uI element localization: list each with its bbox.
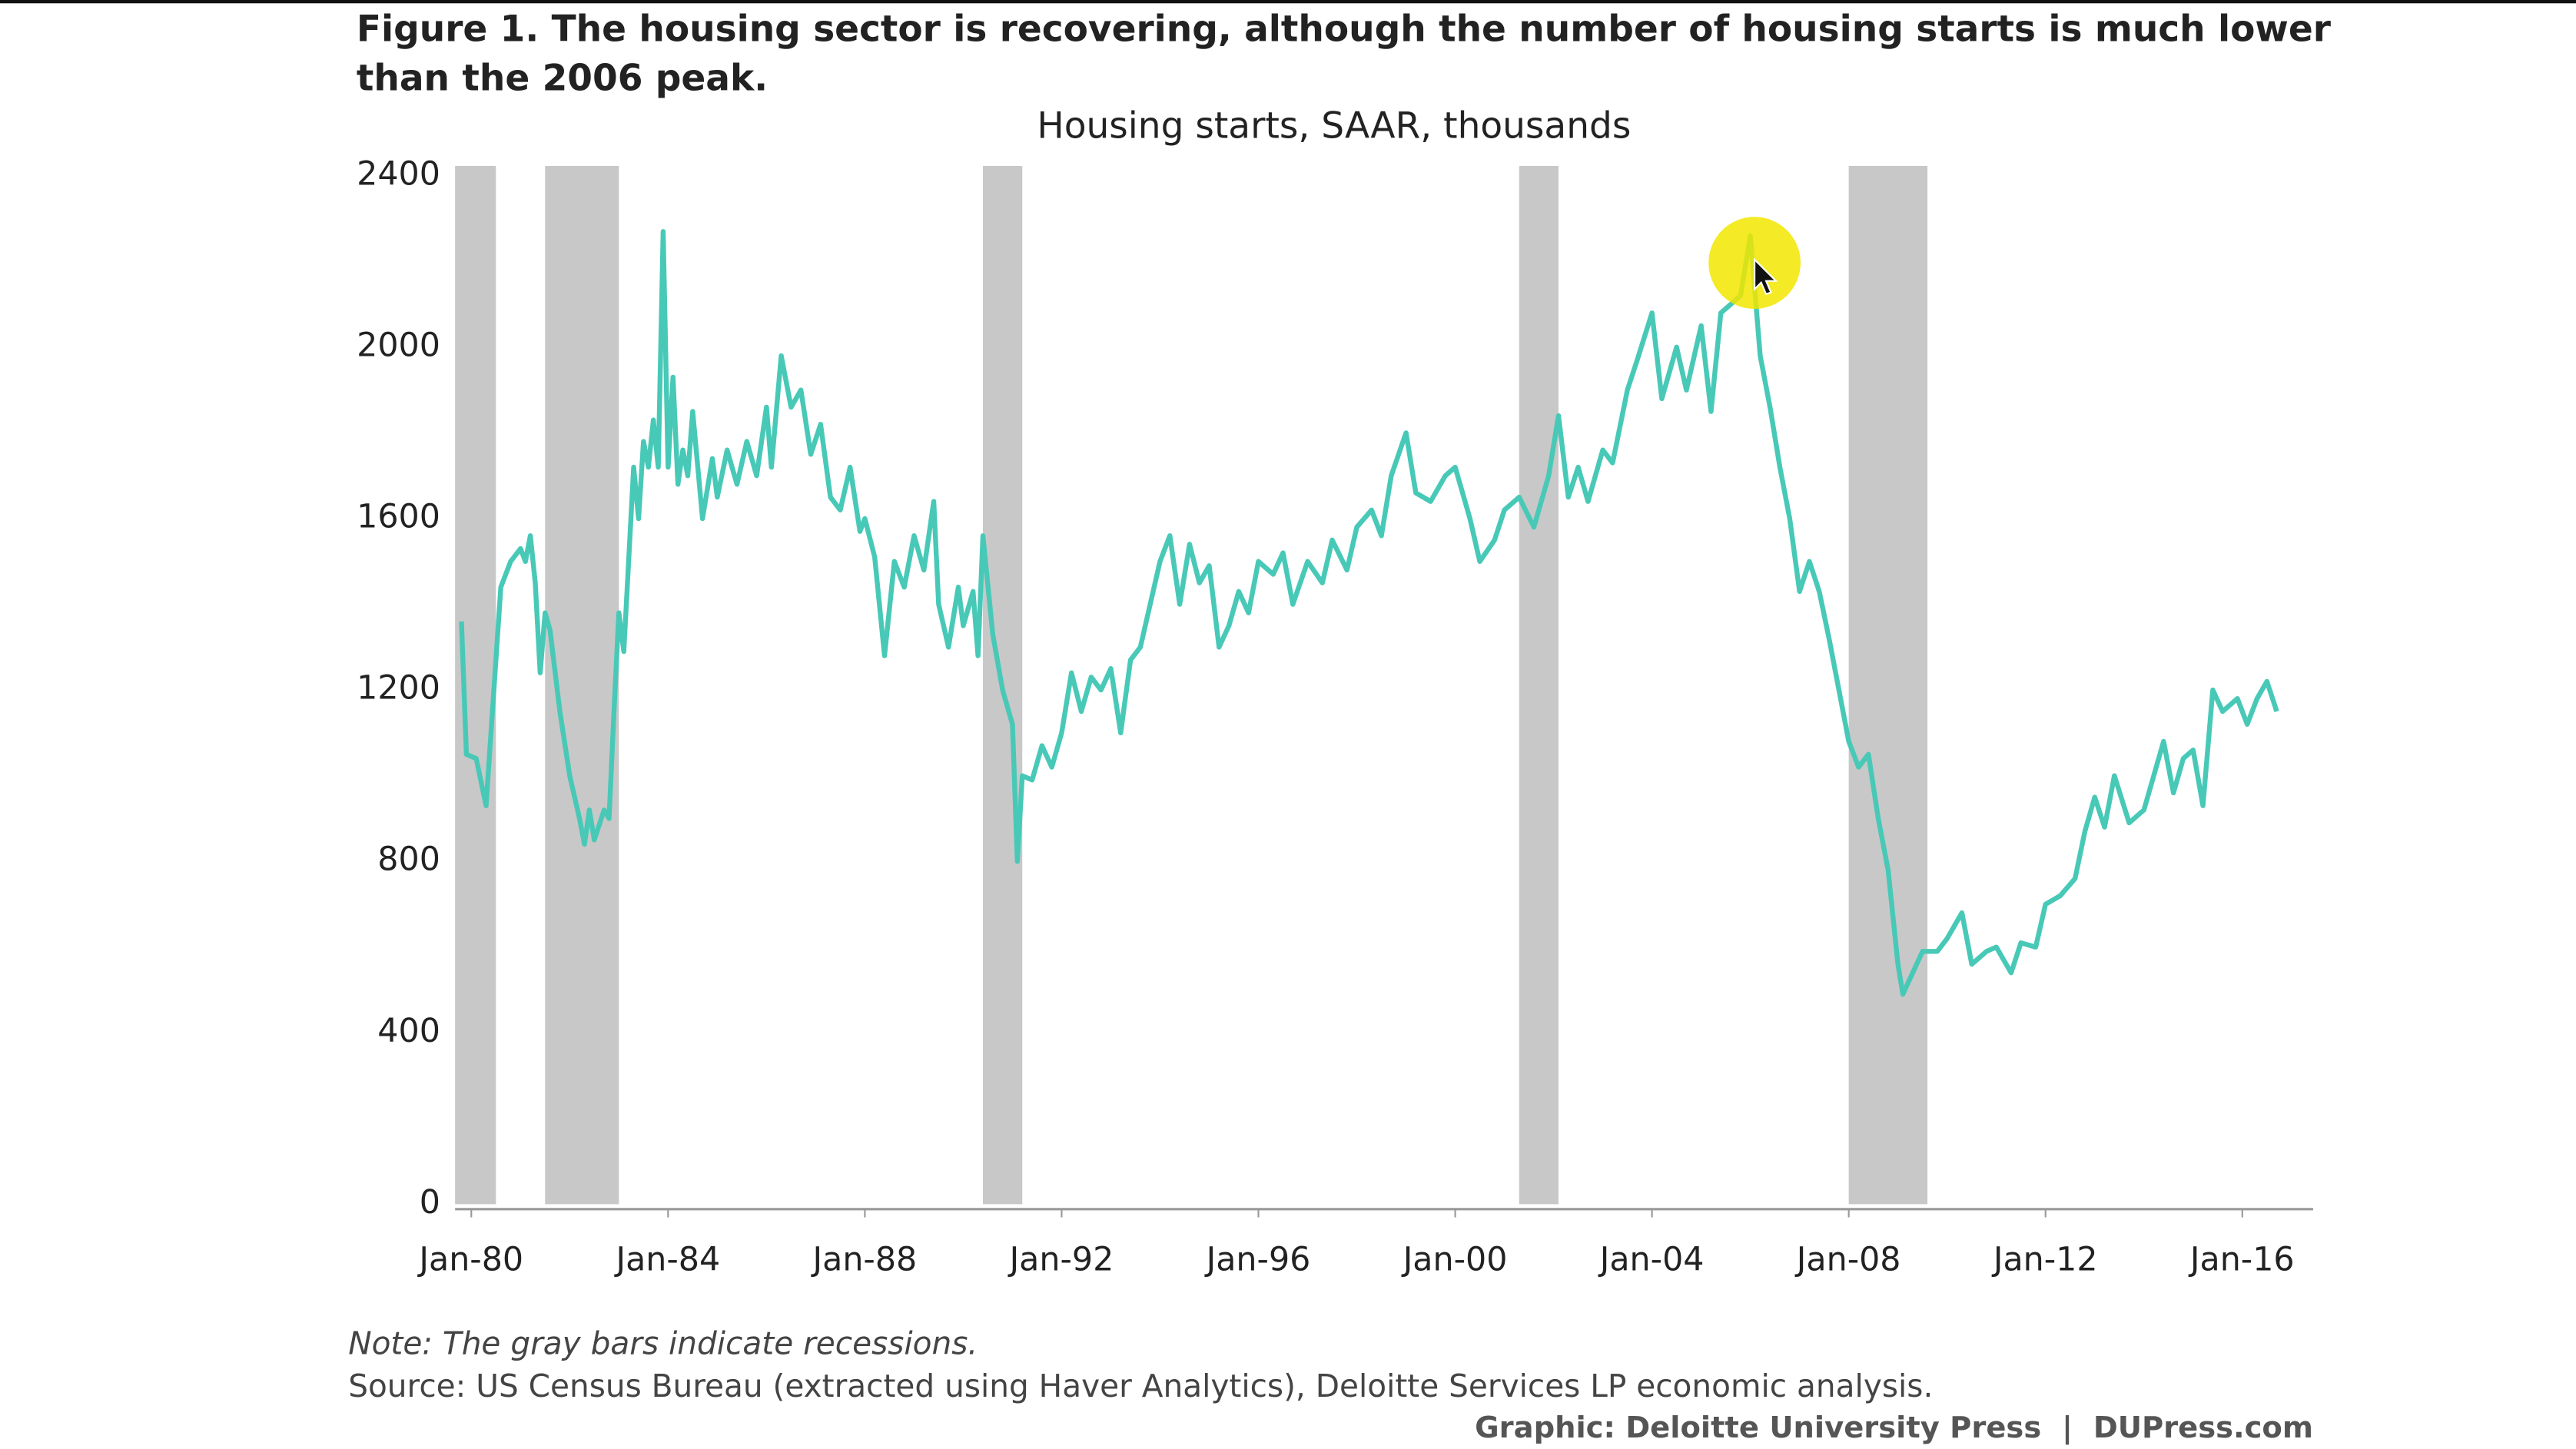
y-tick-label: 0 [420, 1183, 440, 1222]
y-tick-label: 400 [377, 1012, 440, 1050]
x-tick-label: Jan-96 [1204, 1241, 1311, 1279]
x-tick-label: Jan-80 [417, 1241, 523, 1279]
x-tick-label: Jan-92 [1007, 1241, 1114, 1279]
x-tick-label: Jan-04 [1598, 1241, 1705, 1279]
y-tick-label: 2000 [357, 326, 440, 364]
chart-subtitle: Housing starts, SAAR, thousands [1037, 104, 1631, 147]
y-tick-label: 1200 [357, 669, 440, 708]
source: Source: US Census Bureau (extracted usin… [348, 1368, 1933, 1404]
cursor [1754, 257, 1778, 296]
y-tick-label: 800 [377, 841, 440, 879]
data-line [459, 229, 2279, 997]
y-tick-label: 1600 [357, 497, 440, 536]
x-tick-label: Jan-08 [1794, 1241, 1901, 1279]
credit: Graphic: Deloitte University Press | DUP… [1475, 1411, 2313, 1445]
chart-title: Figure 1. The housing sector is recoveri… [357, 8, 2332, 50]
x-tick-label: Jan-88 [811, 1241, 918, 1279]
x-tick-label: Jan-12 [1991, 1241, 2098, 1279]
chart-title: than the 2006 peak. [357, 58, 768, 100]
plot-area: 0 400 800 1200 1600 2000 2400 Jan-80 Jan-84 Jan-8… [357, 154, 2313, 1279]
recession-bar [455, 165, 496, 1205]
x-tick-label: Jan-16 [2188, 1241, 2295, 1279]
y-tick-label: 2400 [357, 154, 440, 193]
x-tick-label: Jan-00 [1401, 1241, 1508, 1279]
top-border [0, 0, 2576, 4]
note: Note: The gray bars indicate recessions. [348, 1325, 978, 1361]
x-tick-label: Jan-84 [613, 1241, 720, 1279]
recession-bar [1848, 165, 1928, 1205]
recession-bar [1519, 165, 1559, 1205]
